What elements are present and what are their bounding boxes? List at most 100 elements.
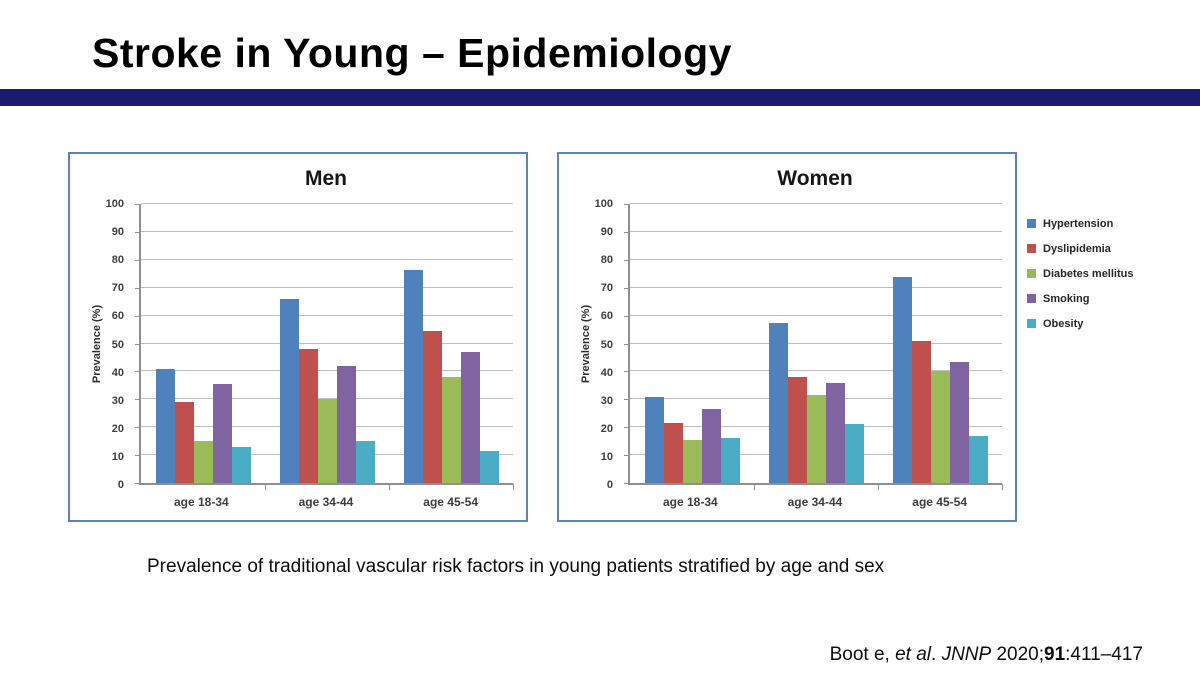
bar-diabetes-mellitus [441, 376, 461, 483]
x-axis-label: age 34-44 [787, 495, 843, 509]
bar-obesity [479, 450, 499, 483]
y-axis-tick [135, 231, 141, 233]
x-axis-label: age 18-34 [662, 495, 718, 509]
plot-area [135, 203, 514, 490]
chart-title: Men [305, 167, 347, 190]
y-axis-tick [135, 259, 141, 261]
y-axis-tick [624, 204, 630, 205]
y-axis-tick [624, 371, 630, 373]
x-axis-label: age 45-54 [912, 495, 967, 509]
gridline [141, 203, 513, 204]
women-chart-panel: Women Prevalence (%) 0 10 20 30 40 50 60 70 80 90… [557, 152, 1017, 522]
bar-group [389, 204, 513, 483]
bar-smoking [460, 351, 480, 483]
y-tick-label: 80 [111, 254, 124, 267]
y-axis-tick [135, 287, 141, 289]
x-axis-labels: age 18-34 age 34-44 age 45-54 [628, 495, 1002, 515]
citation-volume: 91 [1044, 644, 1066, 665]
y-tick-label: 100 [105, 198, 124, 210]
y-axis-tick [135, 455, 141, 457]
legend-item: Hypertension [1027, 211, 1133, 236]
gridline [630, 314, 1002, 316]
y-tick-label: 0 [117, 479, 124, 491]
bar-group [141, 204, 265, 483]
legend-swatch-hypertension [1027, 219, 1036, 228]
y-tick-label: 50 [111, 338, 124, 351]
bar-obesity [844, 424, 864, 483]
men-chart-panel: Men Prevalence (%) 0 10 20 30 40 50 60 70 80 90 10… [68, 152, 528, 522]
legend-label: Hypertension [1043, 217, 1114, 230]
y-axis-tick [135, 399, 141, 401]
y-axis-tick [135, 371, 141, 373]
bar-dyslipidemia [422, 330, 442, 483]
citation-journal: JNNP [941, 644, 992, 665]
citation-author: Boot e, [829, 644, 896, 665]
bar-hypertension [644, 396, 664, 483]
x-axis-tick [513, 484, 514, 490]
bar-dyslipidemia [787, 376, 807, 483]
legend-item: Dyslipidemia [1027, 236, 1133, 261]
legend-label: Smoking [1043, 292, 1090, 305]
bar-smoking [336, 365, 356, 483]
y-tick-label: 80 [600, 254, 613, 267]
y-tick-label: 10 [600, 450, 613, 463]
y-tick-label: 100 [594, 198, 613, 210]
y-axis-tick [135, 427, 141, 429]
legend-item: Diabetes mellitus [1027, 261, 1133, 286]
legend-item: Obesity [1027, 311, 1133, 336]
gridline [141, 314, 513, 316]
gridline [141, 342, 513, 344]
y-tick-label: 60 [600, 310, 613, 323]
legend-swatch-dyslipidemia [1027, 244, 1036, 253]
y-tick-label: 90 [600, 226, 613, 239]
gridline [630, 203, 1002, 204]
citation-year: 2020; [991, 644, 1045, 665]
bar-hypertension [768, 322, 788, 483]
caption: Prevalence of traditional vascular risk … [147, 556, 885, 577]
x-axis-tick [389, 484, 390, 490]
y-tick-label: 50 [600, 338, 613, 351]
gridline [630, 370, 1002, 372]
y-tick-label: 40 [111, 366, 124, 379]
bar-dyslipidemia [663, 423, 683, 483]
x-axis-tick [878, 484, 879, 490]
y-tick-label: 30 [600, 394, 613, 407]
y-tick-label: 60 [111, 310, 124, 323]
bar-smoking [212, 383, 232, 483]
y-tick-label: 70 [111, 282, 124, 295]
bar-group [630, 204, 754, 483]
bar-hypertension [403, 269, 423, 483]
y-axis-tick [624, 343, 630, 345]
bar-diabetes-mellitus [806, 395, 826, 483]
citation-pages: :411–417 [1065, 644, 1143, 665]
bar-diabetes-mellitus [930, 371, 950, 483]
bar-obesity [720, 438, 740, 483]
y-tick-label: 70 [600, 282, 613, 295]
x-axis-labels: age 18-34 age 34-44 age 45-54 [139, 495, 513, 515]
bar-diabetes-mellitus [682, 439, 702, 483]
y-tick-labels: 0 10 20 30 40 50 60 70 80 90 100 [559, 198, 621, 491]
y-axis-tick [624, 455, 630, 457]
legend-label: Obesity [1043, 317, 1084, 330]
legend: Hypertension Dyslipidemia Diabetes mellitu… [1027, 211, 1133, 336]
legend-swatch-diabetes-mellitus [1027, 269, 1036, 278]
y-tick-label: 30 [111, 394, 124, 407]
legend-swatch-smoking [1027, 294, 1036, 303]
x-axis-label: age 45-54 [423, 495, 478, 509]
y-axis-tick [135, 483, 141, 484]
gridline [141, 258, 513, 260]
y-tick-labels: 0 10 20 30 40 50 60 70 80 90 100 [70, 198, 132, 491]
y-axis-tick [624, 231, 630, 233]
y-tick-label: 20 [600, 422, 613, 435]
bar-obesity [968, 435, 988, 483]
bar-dyslipidemia [298, 349, 318, 483]
x-axis-tick [265, 484, 266, 490]
y-tick-label: 40 [600, 366, 613, 379]
gridline [630, 258, 1002, 260]
legend-label: Diabetes mellitus [1043, 267, 1134, 280]
x-axis-label: age 18-34 [173, 495, 229, 509]
legend-swatch-obesity [1027, 319, 1036, 328]
y-tick-label: 90 [111, 226, 124, 239]
citation-sep: . [931, 644, 942, 665]
y-axis-tick [624, 399, 630, 401]
